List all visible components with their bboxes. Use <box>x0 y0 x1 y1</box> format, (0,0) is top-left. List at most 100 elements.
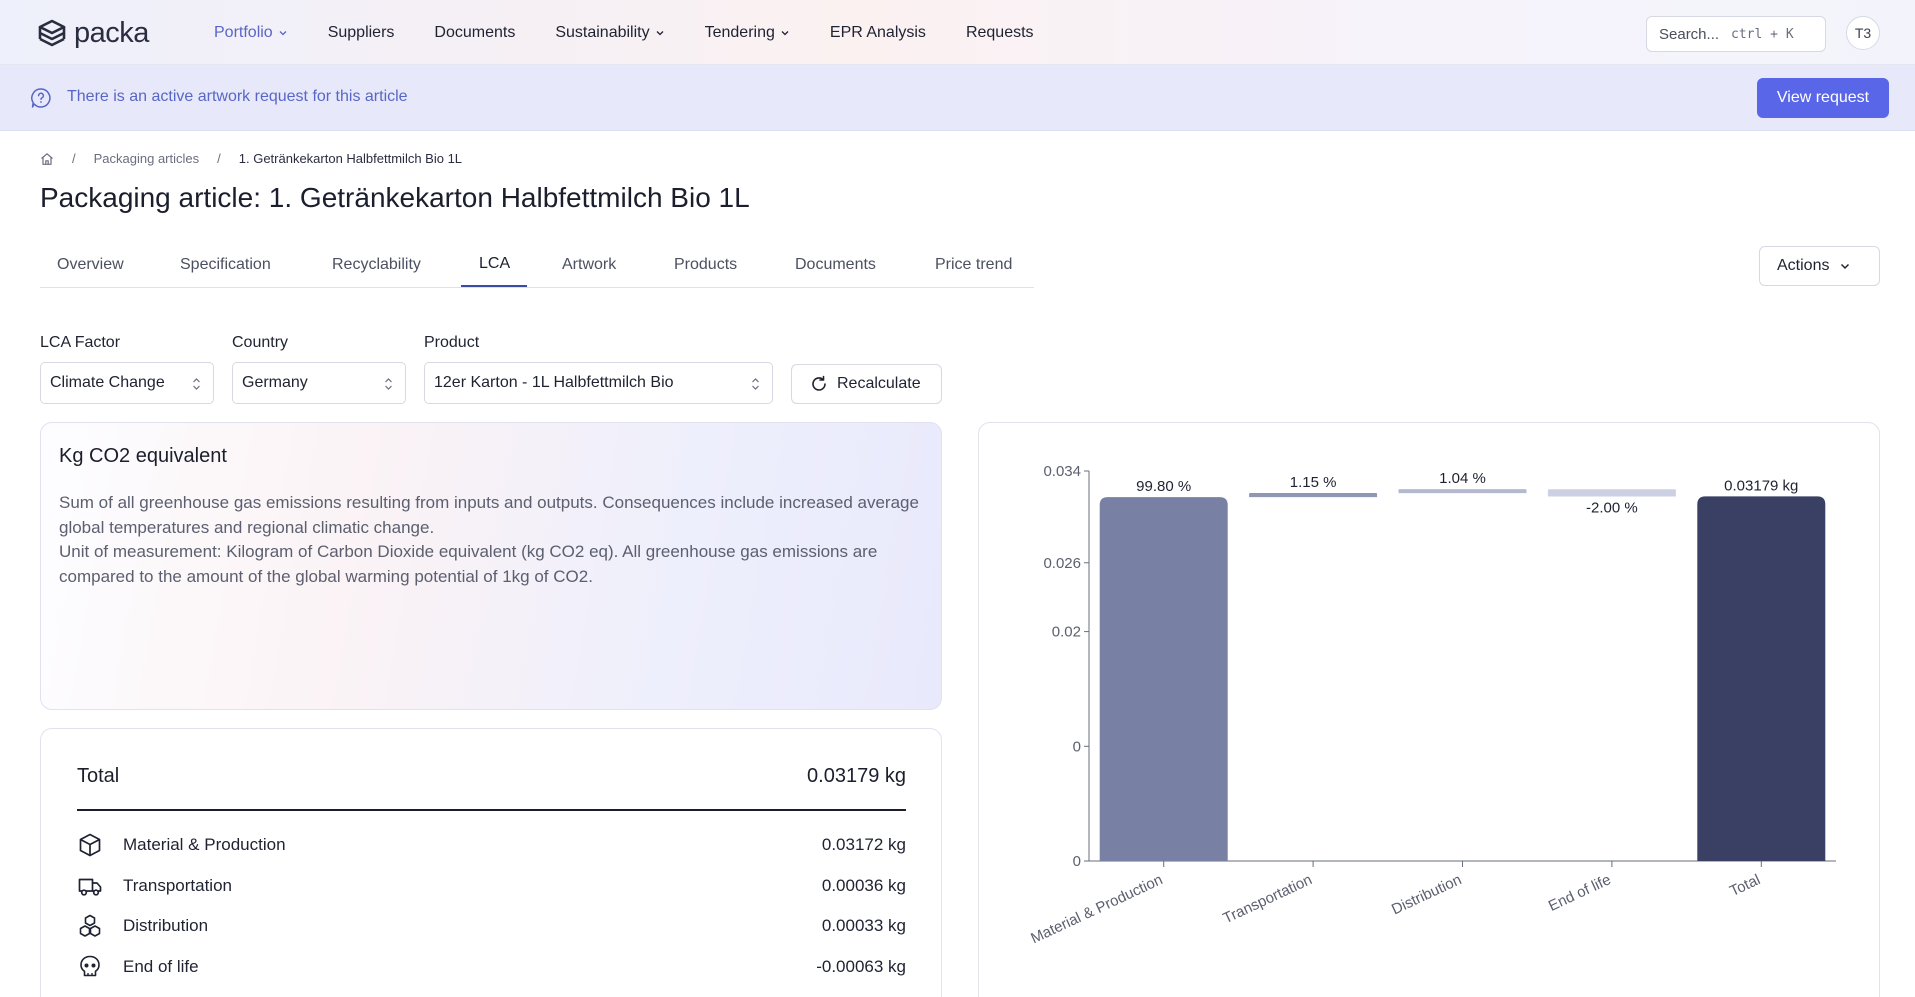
tab-specification[interactable]: Specification <box>180 256 271 273</box>
cube-icon <box>79 833 101 857</box>
nav-item-sustainability[interactable]: Sustainability <box>555 24 664 42</box>
tab-recyclability[interactable]: Recyclability <box>332 256 421 273</box>
page-title: Packaging article: 1. Getränkekarton Hal… <box>40 182 750 213</box>
list-item: Distribution 0.00033 kg <box>77 912 906 940</box>
list-item: Transportation 0.00036 kg <box>77 872 906 900</box>
artwork-request-banner: There is an active artwork request for t… <box>0 65 1915 131</box>
product-select[interactable]: 12er Karton - 1L Halbfettmilch Bio <box>424 362 773 404</box>
chart-bar <box>1249 493 1378 498</box>
view-request-button[interactable]: View request <box>1757 78 1889 118</box>
breadcrumb-packaging-articles[interactable]: Packaging articles <box>93 151 200 166</box>
y-tick-label: 0 <box>1073 738 1081 755</box>
chart-bar <box>1099 497 1228 861</box>
nav-item-requests[interactable]: Requests <box>966 24 1034 42</box>
item-value: -0.00063 kg <box>816 957 906 976</box>
x-tick-label: Material & Production <box>1028 871 1165 947</box>
tab-lca[interactable]: LCA <box>479 255 511 272</box>
chart-bar <box>1697 496 1826 861</box>
main-nav: Portfolio Suppliers Documents Sustainabi… <box>214 0 1074 65</box>
totals-card: Total 0.03179 kg Material & Production 0… <box>40 728 942 997</box>
lca-factor-value: Climate Change <box>50 374 165 391</box>
active-tab-indicator <box>461 285 527 287</box>
actions-button[interactable]: Actions <box>1759 246 1880 286</box>
help-chat-icon <box>31 88 51 108</box>
truck-icon <box>78 878 102 896</box>
bar-value-label: -2.00 % <box>1586 499 1638 516</box>
nav-item-label: Suppliers <box>327 23 395 41</box>
skull-icon <box>80 955 100 977</box>
lca-chart-card: 0.034 0.026 0.02 0 0 99.80 % Material & Produc… <box>978 422 1880 997</box>
description-paragraph: Unit of measurement: Kilogram of Carbon … <box>59 542 878 586</box>
nav-item-label: Portfolio <box>214 23 273 41</box>
country-value: Germany <box>242 374 308 391</box>
product-label: Product <box>424 334 480 351</box>
lca-factor-select[interactable]: Climate Change <box>40 362 214 404</box>
waterfall-chart: 0.034 0.026 0.02 0 0 99.80 % Material & Produc… <box>1028 463 1836 947</box>
y-tick-label: 0.034 <box>1043 463 1081 480</box>
item-value: 0.00033 kg <box>821 916 906 935</box>
nav-item-suppliers[interactable]: Suppliers <box>328 24 395 42</box>
recalculate-label: Recalculate <box>837 375 921 392</box>
chevron-updown-icon <box>385 378 392 390</box>
chart-bar <box>1398 489 1527 494</box>
item-label: Distribution <box>123 916 209 935</box>
nav-item-epr-analysis[interactable]: EPR Analysis <box>830 24 926 42</box>
boxes-icon <box>79 914 101 937</box>
breadcrumb-separator: / <box>217 151 221 166</box>
description-body: Sum of all greenhouse gas emissions resu… <box>59 491 929 589</box>
home-icon[interactable] <box>40 152 54 166</box>
breadcrumb-separator: / <box>72 151 76 166</box>
nav-item-label: Tendering <box>704 23 775 41</box>
logo-icon <box>38 19 66 46</box>
description-title: Kg CO2 equivalent <box>59 445 227 467</box>
breadcrumb-current: 1. Getränkekarton Halbfettmilch Bio 1L <box>238 151 463 166</box>
search-button[interactable]: Search... ctrl + K <box>1646 16 1826 52</box>
logo-text: packa <box>74 17 149 49</box>
breadcrumb: / Packaging articles / 1. Getränkekarton… <box>40 151 462 166</box>
x-tick-label: Transportation <box>1220 871 1314 927</box>
product-value: 12er Karton - 1L Halbfettmilch Bio <box>434 374 674 391</box>
x-tick-label: Distribution <box>1389 871 1464 918</box>
country-select[interactable]: Germany <box>232 362 406 404</box>
tab-artwork[interactable]: Artwork <box>562 256 617 273</box>
bar-value-label: 99.80 % <box>1136 478 1191 495</box>
nav-item-portfolio[interactable]: Portfolio <box>214 24 288 42</box>
list-item: Material & Production 0.03172 kg <box>77 831 906 859</box>
tab-bar: Overview Specification Recyclability LCA… <box>40 248 1034 288</box>
nav-item-label: EPR Analysis <box>829 23 926 41</box>
x-tick-label: End of life <box>1546 871 1614 915</box>
tab-documents[interactable]: Documents <box>795 256 876 273</box>
bar-value-label: 1.15 % <box>1290 474 1337 491</box>
item-value: 0.03172 kg <box>821 835 906 854</box>
actions-label: Actions <box>1777 257 1830 274</box>
y-tick-label: 0.02 <box>1052 624 1081 641</box>
search-label: Search... <box>1659 25 1720 43</box>
lca-factor-label: LCA Factor <box>40 334 121 351</box>
list-item: End of life -0.00063 kg <box>77 953 906 981</box>
tab-overview[interactable]: Overview <box>57 256 124 273</box>
item-label: End of life <box>123 957 199 976</box>
country-label: Country <box>232 334 289 351</box>
logo[interactable]: packa <box>38 17 149 50</box>
chevron-updown-icon <box>752 378 759 390</box>
nav-item-tendering[interactable]: Tendering <box>705 24 790 42</box>
x-tick-label: Total <box>1727 871 1763 900</box>
description-paragraph: Sum of all greenhouse gas emissions resu… <box>59 493 919 537</box>
tab-price-trend[interactable]: Price trend <box>935 256 1013 273</box>
avatar[interactable]: T3 <box>1846 16 1880 50</box>
top-navigation: packa Portfolio Suppliers Documents Sust… <box>0 0 1915 65</box>
total-row: Total 0.03179 kg <box>77 765 906 811</box>
lca-description-card: Kg CO2 equivalent Sum of all greenhouse … <box>40 422 942 710</box>
total-label: Total <box>77 765 120 787</box>
tab-products[interactable]: Products <box>674 256 738 273</box>
chevron-down-icon <box>279 30 287 35</box>
search-shortcut: ctrl + K <box>1731 26 1794 42</box>
recalculate-button[interactable]: Recalculate <box>791 364 942 404</box>
refresh-icon <box>812 375 826 391</box>
bar-value-label: 0.03179 kg <box>1724 477 1798 494</box>
item-label: Material & Production <box>123 835 286 854</box>
nav-item-documents[interactable]: Documents <box>434 24 515 42</box>
chevron-down-icon <box>656 30 664 35</box>
nav-item-label: Sustainability <box>555 23 650 41</box>
chevron-down-icon <box>1841 263 1850 270</box>
